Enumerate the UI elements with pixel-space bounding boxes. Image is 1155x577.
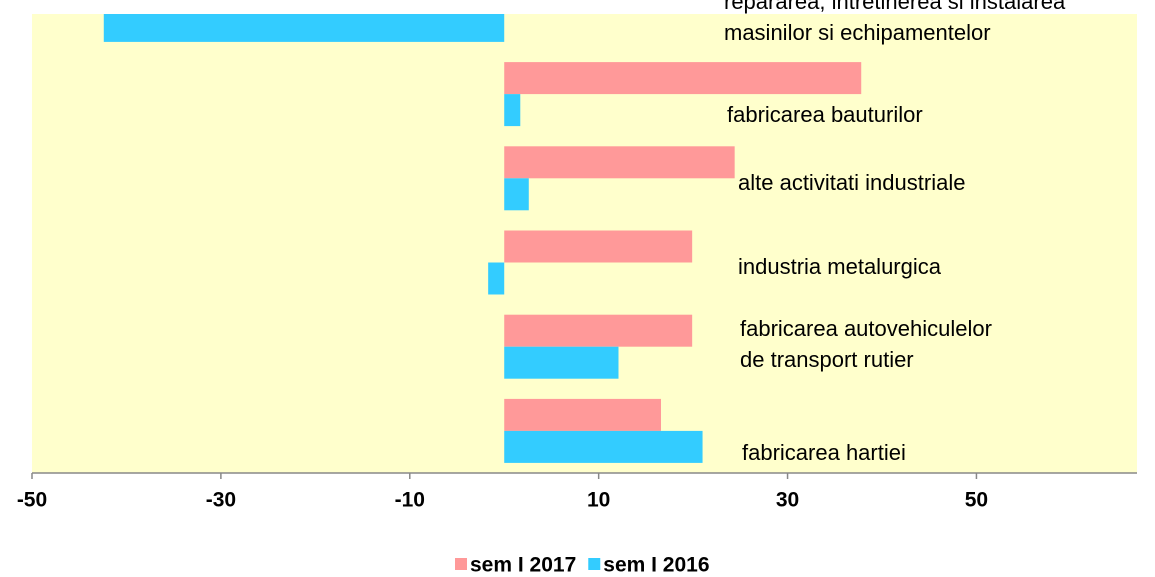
bar [504, 94, 521, 127]
bar [504, 314, 693, 347]
category-label: fabricarea bauturilor [727, 101, 923, 127]
legend-label: sem I 2017 [470, 554, 576, 577]
bars [103, 14, 862, 463]
bar [103, 14, 505, 42]
category-label: fabricarea hartiei [742, 440, 906, 466]
category-label: alte activitati industriale [738, 169, 966, 195]
bar [504, 430, 703, 463]
category-label: repararea, intretinerea si instalarea ma… [724, 0, 1066, 45]
category-label: industria metalurgica [738, 254, 941, 279]
x-tick-label: 10 [587, 489, 610, 512]
x-tick-label: 30 [776, 489, 799, 512]
legend-swatch [588, 558, 601, 570]
legend-label: sem I 2016 [603, 554, 709, 577]
bar [504, 178, 529, 211]
bar [504, 62, 862, 95]
bar [504, 146, 735, 179]
x-tick-label: 50 [965, 489, 988, 512]
bar [488, 262, 505, 295]
bar [504, 346, 619, 379]
legend-swatch [455, 558, 467, 570]
x-tick-label: -30 [206, 489, 236, 512]
category-label: fabricarea autovehiculelor de transport … [740, 315, 992, 372]
bar [504, 230, 693, 263]
bar [504, 398, 661, 431]
x-tick-label: -10 [395, 489, 425, 512]
x-tick-label: -50 [17, 489, 47, 512]
